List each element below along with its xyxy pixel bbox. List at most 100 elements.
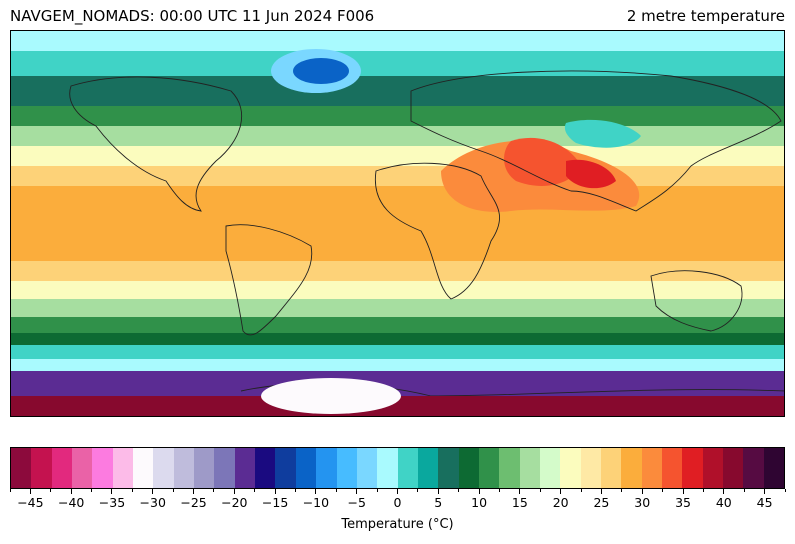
- colorbar-swatch: [621, 448, 642, 488]
- colorbar-minor-tick: [91, 489, 93, 492]
- colorbar-swatch: [336, 448, 357, 488]
- colorbar-minor-tick: [743, 489, 745, 492]
- colorbar-tick-label: 10: [471, 495, 488, 510]
- colorbar-swatch: [31, 448, 52, 488]
- colorbar: [10, 447, 785, 489]
- colorbar-minor-tick: [152, 489, 154, 492]
- colorbar-minor-tick: [274, 489, 276, 492]
- colorbar-swatch: [499, 448, 520, 488]
- colorbar-swatch: [397, 448, 418, 488]
- band-south-subtropic: [11, 281, 784, 301]
- colorbar-swatch: [214, 448, 235, 488]
- colorbar-minor-tick: [437, 489, 439, 492]
- colorbar-swatch: [417, 448, 439, 488]
- arabia-hotspot: [504, 137, 581, 186]
- band-polar-north: [11, 51, 784, 76]
- temperature-map: [10, 30, 785, 417]
- colorbar-minor-tick: [315, 489, 317, 492]
- colorbar-swatch: [723, 448, 744, 488]
- colorbar-tick-label: 25: [593, 495, 610, 510]
- colorbar-minor-tick: [641, 489, 643, 492]
- band-south-temperate: [11, 299, 784, 317]
- colorbar-minor-tick: [29, 489, 31, 492]
- map-title: NAVGEM_NOMADS: 00:00 UTC 11 Jun 2024 F00…: [10, 7, 375, 25]
- band-tropics: [11, 186, 784, 261]
- band-ice-edge: [11, 359, 784, 371]
- antarctic-peninsula-warm: [261, 378, 401, 414]
- colorbar-swatch: [539, 448, 561, 488]
- colorbar-swatch: [763, 448, 785, 488]
- colorbar-swatch: [682, 448, 703, 488]
- tibet-cold: [564, 119, 641, 148]
- colorbar-swatch: [316, 448, 337, 488]
- colorbar-swatch: [72, 448, 93, 488]
- colorbar-minor-tick: [702, 489, 704, 492]
- colorbar-tick-label: −15: [261, 495, 289, 510]
- band-north-temperate: [11, 126, 784, 146]
- colorbar-minor-tick: [50, 489, 52, 492]
- colorbar-minor-tick: [335, 489, 337, 492]
- colorbar-swatch: [478, 448, 500, 488]
- colorbar-minor-tick: [662, 489, 664, 492]
- colorbar-swatch: [662, 448, 683, 488]
- colorbar-swatch: [153, 448, 174, 488]
- colorbar-swatch: [51, 448, 73, 488]
- colorbar-tick-label: 5: [434, 495, 443, 510]
- colorbar-tick-label: 15: [511, 495, 528, 510]
- band-south-cool: [11, 333, 784, 347]
- band-north-tropic: [11, 166, 784, 186]
- colorbar-tick-label: −35: [98, 495, 126, 510]
- colorbar-tick-label: −30: [139, 495, 166, 510]
- colorbar-minor-tick: [111, 489, 113, 492]
- colorbar-tick-label: −25: [180, 495, 207, 510]
- colorbar-swatch: [194, 448, 215, 488]
- colorbar-minor-tick: [213, 489, 215, 492]
- colorbar-minor-tick: [356, 489, 358, 492]
- band-north-mid: [11, 106, 784, 126]
- colorbar-swatch: [600, 448, 622, 488]
- colorbar-minor-tick: [295, 489, 297, 492]
- band-subarctic: [11, 76, 784, 106]
- colorbar-tick-label: −40: [57, 495, 85, 510]
- colorbar-swatch: [458, 448, 479, 488]
- colorbar-swatch: [11, 448, 32, 488]
- colorbar-swatch: [438, 448, 459, 488]
- colorbar-minor-tick: [621, 489, 623, 492]
- colorbar-tick-label: 35: [675, 495, 691, 510]
- colorbar-minor-tick: [458, 489, 460, 492]
- colorbar-label: Temperature (°C): [341, 517, 454, 532]
- colorbar-tick-label: −10: [302, 495, 330, 510]
- colorbar-minor-tick: [172, 489, 174, 492]
- colorbar-tick-label: 30: [634, 495, 651, 510]
- colorbar-minor-tick: [417, 489, 419, 492]
- africa-outline: [374, 162, 500, 300]
- colorbar-minor-tick: [580, 489, 582, 492]
- colorbar-swatch: [580, 448, 601, 488]
- colorbar-minor-tick: [498, 489, 500, 492]
- colorbar-swatch: [275, 448, 296, 488]
- pakistan-hotspot: [566, 159, 616, 189]
- colorbar-minor-tick: [376, 489, 378, 492]
- colorbar-swatch: [702, 448, 724, 488]
- colorbar-tick-label: −5: [347, 495, 366, 510]
- colorbar-swatch: [560, 448, 581, 488]
- colorbar-minor-tick: [131, 489, 133, 492]
- colorbar-swatch: [743, 448, 764, 488]
- colorbar-minor-tick: [560, 489, 562, 492]
- colorbar-minor-tick: [784, 489, 786, 492]
- band-north-subtropic: [11, 146, 784, 166]
- band-southern-ocean: [11, 345, 784, 361]
- colorbar-minor-tick: [539, 489, 541, 492]
- colorbar-tick-label: 20: [552, 495, 569, 510]
- colorbar-swatch: [356, 448, 378, 488]
- colorbar-minor-tick: [764, 489, 766, 492]
- colorbar-swatch: [173, 448, 195, 488]
- variable-title: 2 metre temperature: [626, 7, 785, 25]
- colorbar-swatch: [377, 448, 398, 488]
- colorbar-minor-tick: [254, 489, 256, 492]
- colorbar-swatch: [234, 448, 256, 488]
- colorbar-swatch: [92, 448, 113, 488]
- colorbar-minor-tick: [723, 489, 725, 492]
- band-south-tropic: [11, 261, 784, 281]
- colorbar-minor-tick: [519, 489, 521, 492]
